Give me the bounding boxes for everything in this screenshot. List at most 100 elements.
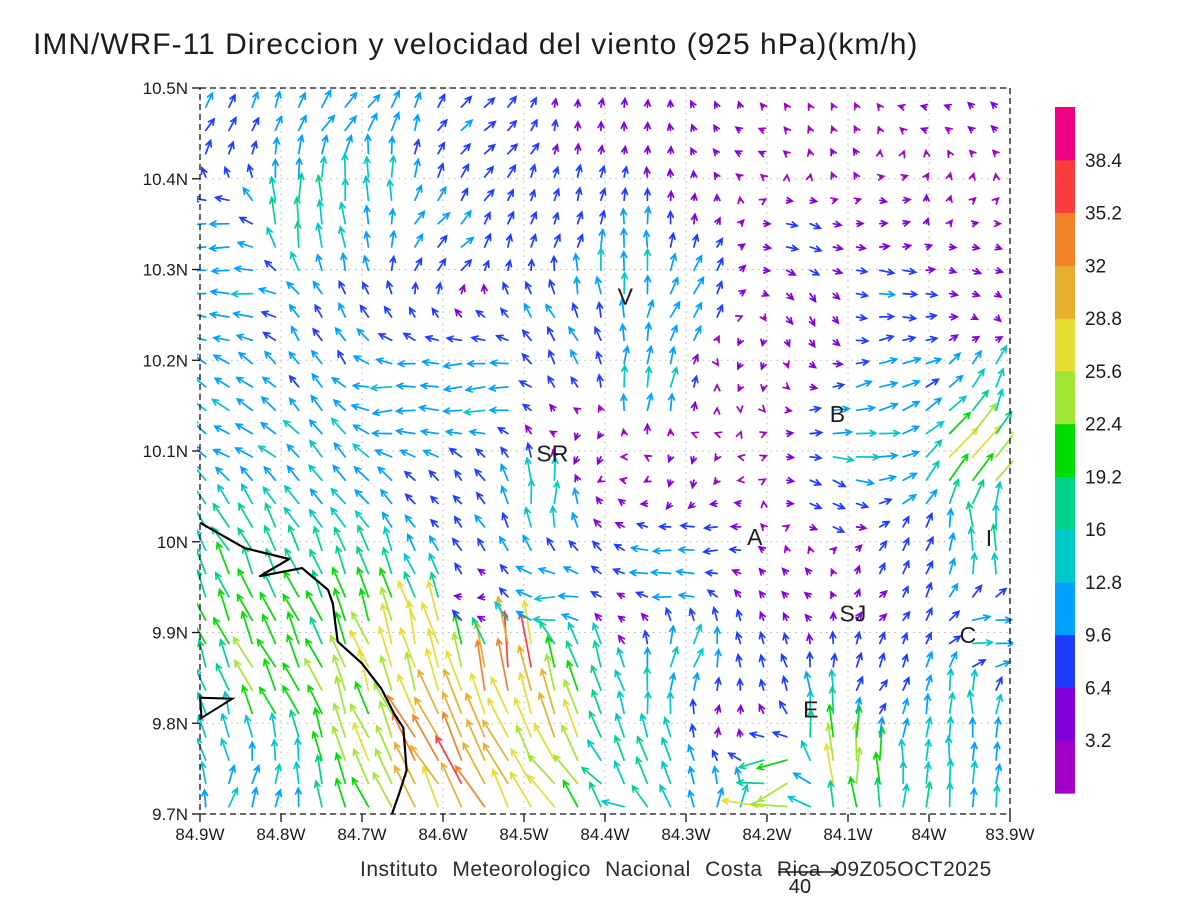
wind-arrow xyxy=(643,144,652,155)
wind-arrow xyxy=(706,589,718,598)
wind-arrow xyxy=(530,142,540,155)
wind-arrow xyxy=(902,267,918,275)
wind-arrow xyxy=(669,345,677,365)
y-tick-label: 9.7N xyxy=(152,805,188,824)
wind-arrow xyxy=(855,478,876,486)
wind-arrow xyxy=(498,587,509,598)
wind-arrow xyxy=(414,91,422,108)
y-tick-label: 9.8N xyxy=(152,714,188,733)
wind-arrow xyxy=(855,404,877,412)
wind-arrow xyxy=(669,671,677,691)
wind-arrow xyxy=(620,120,628,132)
wind-arrow xyxy=(877,715,886,738)
wind-arrow xyxy=(853,197,863,205)
wind-arrow xyxy=(877,125,884,135)
wind-arrow xyxy=(993,783,1001,808)
wind-arrow xyxy=(855,501,870,509)
wind-arrow xyxy=(263,350,277,365)
wind-arrow xyxy=(994,243,1004,251)
wind-arrow xyxy=(263,524,277,552)
wind-arrow xyxy=(733,150,743,158)
wind-arrow xyxy=(966,101,976,110)
wind-arrow xyxy=(197,638,207,668)
wind-arrow xyxy=(231,310,254,318)
wind-arrow xyxy=(515,610,532,622)
wind-arrow xyxy=(475,491,486,505)
wind-arrow xyxy=(666,479,674,488)
wind-arrow xyxy=(948,635,962,645)
wind-arrow xyxy=(315,173,323,202)
wind-arrow xyxy=(995,692,1003,715)
wind-arrow xyxy=(443,668,463,715)
wind-arrow xyxy=(995,367,1005,388)
wind-arrow xyxy=(902,536,910,552)
wind-arrow xyxy=(596,301,604,318)
wind-arrow xyxy=(832,244,845,252)
wind-arrow xyxy=(210,267,230,275)
wind-arrow xyxy=(619,322,627,342)
wind-arrow xyxy=(333,526,347,552)
wind-arrow xyxy=(993,740,1001,761)
wind-arrow xyxy=(925,335,939,343)
x-tick-label: 83.9W xyxy=(985,825,1034,844)
wind-arrow xyxy=(925,581,933,598)
wind-arrow xyxy=(782,382,791,391)
wind-arrow xyxy=(693,275,705,295)
wind-arrow xyxy=(429,518,439,528)
wind-arrow xyxy=(902,584,909,598)
wind-arrow xyxy=(286,464,300,482)
wind-arrow xyxy=(524,424,533,435)
wind-arrow xyxy=(968,172,976,181)
wind-arrow xyxy=(217,483,230,505)
wind-arrow xyxy=(878,219,889,228)
wind-arrow xyxy=(829,630,837,645)
wind-arrow xyxy=(411,281,419,295)
wind-arrow xyxy=(925,459,940,482)
wind-arrow xyxy=(970,668,978,691)
wind-arrow xyxy=(377,625,393,668)
wind-arrow xyxy=(902,717,910,738)
wind-arrow xyxy=(451,537,463,552)
wind-arrow xyxy=(948,452,969,482)
wind-arrow xyxy=(946,715,955,738)
wind-arrow xyxy=(233,265,254,273)
wind-arrow xyxy=(620,144,628,155)
wind-arrow xyxy=(574,142,582,155)
wind-arrow xyxy=(614,522,625,529)
wind-arrow xyxy=(687,743,695,761)
wind-arrow xyxy=(995,410,1013,435)
wind-arrow xyxy=(595,495,604,505)
x-tick-label: 84.3W xyxy=(661,825,710,844)
wind-arrow xyxy=(482,259,490,272)
wind-arrow xyxy=(251,90,260,108)
wind-arrow xyxy=(759,313,767,323)
wind-arrow xyxy=(737,243,746,251)
wind-arrow xyxy=(594,325,602,342)
wind-arrow xyxy=(435,281,443,295)
wind-arrow xyxy=(264,501,277,528)
station-label: I xyxy=(986,525,992,551)
wind-arrow xyxy=(785,429,795,438)
wind-arrow xyxy=(414,696,439,738)
wind-arrow xyxy=(338,201,347,225)
wind-arrow xyxy=(377,333,393,342)
wind-arrow xyxy=(992,502,1000,528)
wind-arrow xyxy=(808,339,816,349)
wind-arrow xyxy=(309,616,323,645)
wind-arrow xyxy=(330,487,347,505)
wind-arrow xyxy=(806,632,814,645)
wind-arrow xyxy=(358,587,370,622)
wind-arrow xyxy=(527,753,556,785)
wind-arrow xyxy=(547,375,556,388)
plot-frame xyxy=(192,87,1011,822)
wind-arrow xyxy=(356,566,370,598)
wind-arrow xyxy=(372,771,393,808)
wind-arrow xyxy=(234,447,254,458)
wind-arrow xyxy=(235,376,254,388)
wind-arrow xyxy=(335,544,347,575)
wind-arrow xyxy=(352,721,370,761)
wind-arrow xyxy=(378,699,393,738)
wind-arrow xyxy=(711,764,719,785)
wind-arrow xyxy=(359,304,370,318)
wind-arrow xyxy=(500,463,509,482)
